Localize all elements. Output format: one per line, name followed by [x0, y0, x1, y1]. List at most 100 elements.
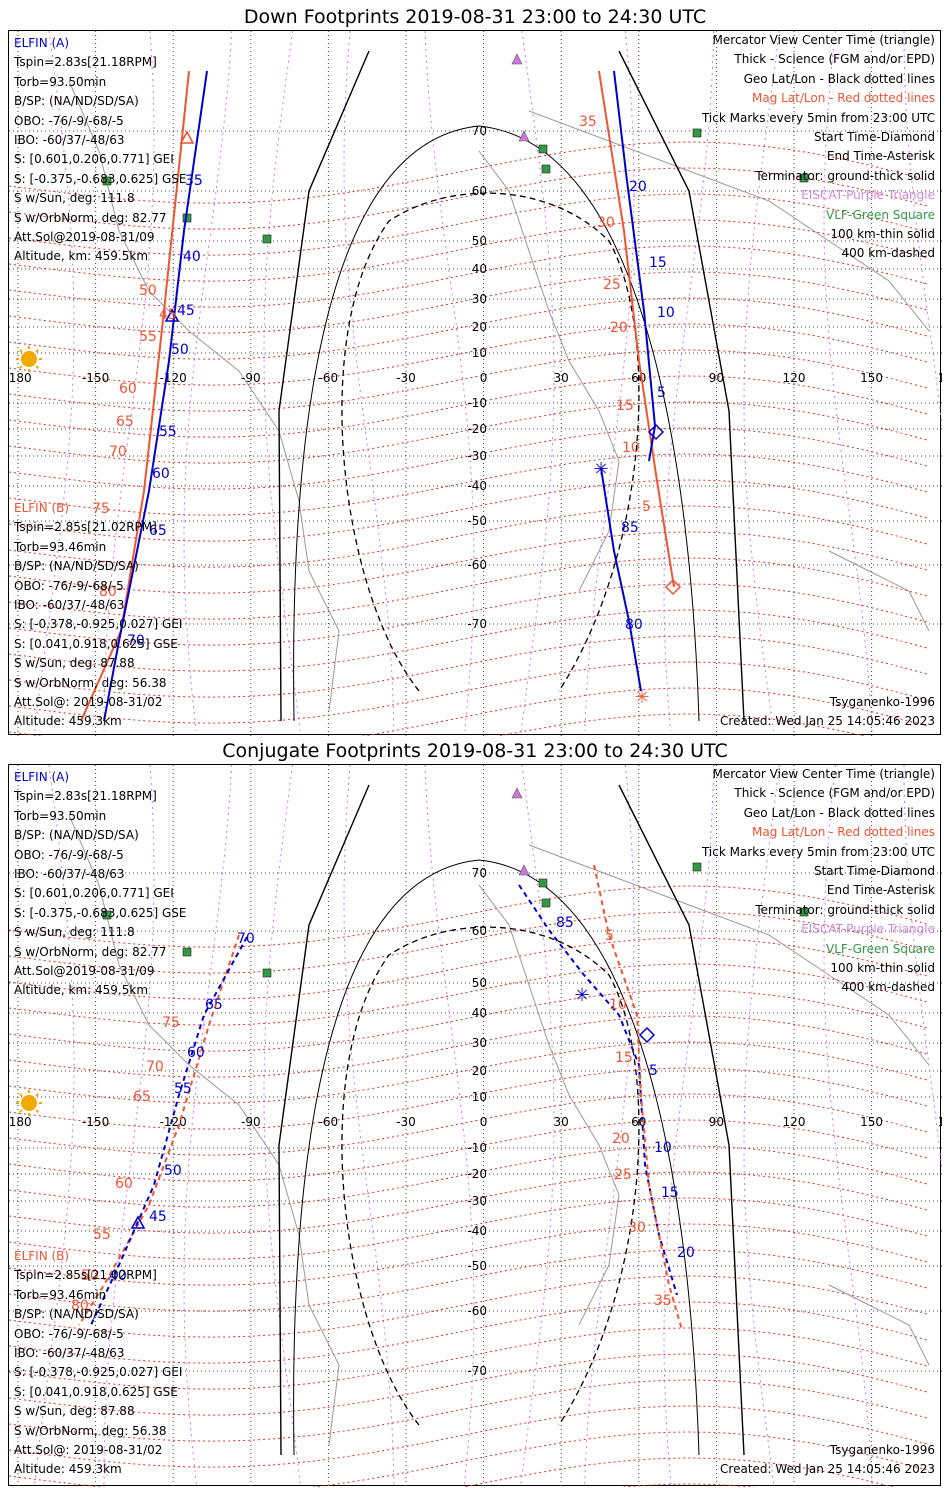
lat-tick-label: -60	[467, 1304, 487, 1318]
info-line: S: [0.041,0.918,0.625] GSE	[14, 636, 178, 651]
elfin-a-tick-label: 50	[164, 1163, 182, 1179]
info-line: OBO: -76/-9/-68/-5	[14, 1326, 124, 1341]
elfin-b-tick-label: 5	[642, 499, 651, 515]
legend-line: Terminator: ground-thick solid	[755, 902, 935, 917]
elfin-b-tick-label: 80	[99, 584, 117, 600]
elfin-b-tick-label: 35	[654, 1293, 672, 1309]
elfin-b-tick-label: 20	[610, 320, 628, 336]
info-line: Altitude: 459.3km	[14, 1462, 122, 1477]
legend-line: 400 km-dashed	[841, 980, 935, 995]
info-line: S w/Sun, deg: 87.88	[14, 656, 135, 671]
info-line: Torb=93.50min	[14, 74, 107, 89]
eiscat-triangle-icon	[518, 864, 530, 876]
vlf-square-icon	[692, 128, 702, 138]
info-line: IBO: -60/37/-48/63	[14, 598, 125, 613]
elfin-a-tick-label: 45	[177, 303, 195, 319]
panel-1-footer: Tsyganenko-1996 Created: Wed Jan 25 14:0…	[720, 693, 935, 732]
vlf-square-icon	[102, 910, 112, 920]
lat-tick-label: 10	[472, 1090, 487, 1104]
elfin-a-track-west	[90, 936, 248, 1326]
info-line: S: [-0.378,-0.925,0.027] GEI	[14, 617, 183, 632]
elfin-b-tick-label: 65	[133, 1089, 151, 1105]
elfin-b-tick-label: 60	[119, 381, 137, 397]
lon-tick-label: -180	[9, 371, 32, 385]
mag-longitude-line	[584, 765, 635, 1486]
info-line: IBO: -60/37/-48/63	[14, 133, 125, 148]
panel-1-legend: Mercator View Center Time (triangle) Thi…	[702, 31, 935, 264]
coastline-australia	[828, 1284, 930, 1366]
lat-tick-label: 10	[472, 346, 487, 360]
lon-tick-label: -90	[241, 371, 261, 385]
vlf-square-icon	[538, 144, 548, 154]
lon-tick-label: 0	[480, 1115, 488, 1129]
legend-line: Start Time-Diamond	[813, 864, 935, 879]
lon-tick-label: 150	[860, 1115, 883, 1129]
elfin-b-tick-label: 70	[146, 1059, 164, 1075]
info-line: S w/Sun, deg: 111.8	[14, 191, 135, 206]
lon-tick-label: -120	[160, 1115, 187, 1129]
elfin-b-tick-label: 10	[622, 440, 640, 456]
info-line: Att.Sol@2019-08-31/09	[14, 230, 155, 245]
legend-line: EISCAT-Purple Triangle	[801, 188, 935, 203]
lon-tick-label: 120	[783, 371, 806, 385]
legend-line: Mag Lat/Lon - Red dotted lines	[751, 91, 935, 106]
lon-tick-label: -90	[241, 1115, 261, 1129]
elfin-b-tick-label: 30	[628, 1220, 646, 1236]
info-line: S w/OrbNorm, deg: 82.77	[14, 210, 167, 225]
info-line: IBO: -60/37/-48/63	[14, 1346, 125, 1361]
elfin-a-tick-label: 45	[149, 1209, 167, 1225]
vlf-square-icon	[102, 176, 112, 186]
lon-tick-label: -60	[319, 371, 339, 385]
lon-tick-label: -150	[82, 371, 109, 385]
coastline-eurasia	[528, 844, 930, 1066]
info-line: Tspin=2.83s[21.18RPM]	[14, 789, 157, 804]
elfin-a-tick-label: 55	[159, 424, 177, 440]
elfin-b-tick-label: 35	[579, 114, 597, 130]
mag-longitude-line	[343, 765, 395, 1486]
elfin-a-tick-label: 50	[171, 342, 189, 358]
lat-tick-label: -40	[467, 1224, 487, 1238]
elfin-b-track-east	[598, 70, 675, 588]
info-line: Tspin=2.85s[21.02RPM]	[14, 1268, 157, 1283]
lon-tick-label: -180	[9, 1115, 32, 1129]
terminator-right	[618, 784, 745, 1456]
lon-tick-label: 30	[554, 371, 569, 385]
elfin-a-tick-label: 65	[205, 997, 223, 1013]
mag-longitude-line	[183, 765, 233, 1486]
info-line: Tspin=2.85s[21.02RPM]	[14, 520, 157, 535]
lat-tick-label: -30	[467, 1194, 487, 1208]
vlf-square-icon	[799, 173, 809, 183]
elfin-b-tick-label: 15	[616, 398, 634, 414]
lon-tick-label: -30	[396, 1115, 416, 1129]
panel-2-elfin-a-info: ELFIN (A) Tspin=2.83s[21.18RPM] Torb=93.…	[14, 768, 187, 1001]
info-line: S: [-0.375,-0.683,0.625] GSE	[14, 171, 187, 186]
lat-tick-label: 20	[472, 1064, 487, 1078]
vlf-square-icon	[692, 862, 702, 872]
elfin-b-tick-label: 25	[603, 277, 621, 293]
lon-tick-label: 90	[709, 1115, 724, 1129]
panel-1-elfin-a-info: ELFIN (A) Tspin=2.83s[21.18RPM] Torb=93.…	[14, 34, 187, 267]
elfin-a-tick-label: 35	[185, 173, 203, 189]
elfin-a-tick-label: 40	[183, 249, 201, 265]
lat-tick-label: 30	[472, 1036, 487, 1050]
info-line: Altitude, km: 459.5km	[14, 983, 149, 998]
lon-tick-label: 30	[554, 1115, 569, 1129]
legend-line: Terminator: ground-thick solid	[755, 168, 935, 183]
elfin-a-header: ELFIN (A)	[14, 770, 70, 784]
mag-longitude-line	[34, 765, 75, 1486]
legend-line: EISCAT-Purple Triangle	[801, 922, 935, 937]
legend-line: 100 km-thin solid	[830, 227, 935, 242]
panel-1-map: -180 -150 -120 -90 -60 -30 0 30 60 90 120 150 180 70 6…	[8, 30, 942, 736]
coastline-americas	[68, 814, 340, 1446]
elfin-b-header: ELFIN (B)	[14, 1249, 70, 1263]
panel-2-title: Conjugate Footprints 2019-08-31 23:00 to…	[222, 740, 728, 762]
vlf-square-icon	[262, 234, 272, 244]
lon-tick-label: -30	[396, 371, 416, 385]
info-line: OBO: -76/-9/-68/-5	[14, 578, 124, 593]
lon-tick-label: -150	[82, 1115, 109, 1129]
elfin-a-tick-label: 70	[127, 633, 145, 649]
elfin-b-tick-label: 60	[115, 1176, 133, 1192]
elfin-b-start-diamond-icon	[664, 578, 682, 596]
vlf-square-icon	[262, 968, 272, 978]
legend-line: Mag Lat/Lon - Red dotted lines	[751, 825, 935, 840]
